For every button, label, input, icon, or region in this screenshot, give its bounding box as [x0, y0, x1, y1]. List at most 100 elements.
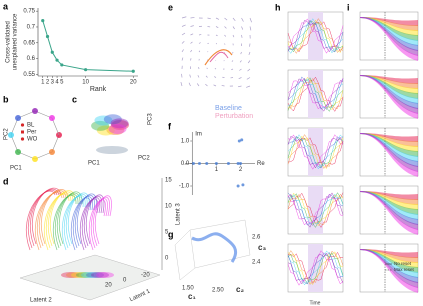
octagon-edge — [51, 117, 60, 136]
flow-arrow — [181, 24, 186, 27]
data-point — [131, 69, 135, 73]
trial-trace — [287, 76, 344, 110]
tick-label: 1.50 — [182, 286, 194, 292]
flow-arrow — [181, 40, 185, 44]
fan — [360, 17, 418, 56]
flow-arrow — [198, 34, 202, 36]
z-tick-label: 10 — [165, 204, 172, 210]
trial-trace — [287, 20, 344, 53]
target-dot — [32, 108, 38, 114]
data-point — [55, 58, 59, 62]
flow-arrow — [190, 25, 194, 27]
flow-arrow — [181, 16, 187, 19]
axis-label: PC2 — [4, 128, 10, 140]
latent-trajectory — [56, 192, 81, 247]
fan — [360, 133, 418, 142]
flow-arrow — [224, 43, 226, 45]
axis-label: Latent 1 — [129, 288, 152, 303]
flow-arrow — [190, 49, 193, 53]
z-tick-label: 0 — [165, 256, 169, 262]
pca-blob — [94, 115, 113, 126]
fan — [360, 75, 418, 114]
panel-letter: g — [168, 229, 174, 239]
trial-trace — [287, 134, 344, 169]
axis-label: Latent 3 — [176, 203, 182, 225]
flow-arrow — [198, 50, 201, 53]
flow-arrow — [207, 51, 209, 53]
legend-marker — [21, 130, 24, 134]
fan — [360, 133, 418, 167]
latent-trajectory — [25, 190, 56, 251]
y-axis-label: Im — [195, 132, 202, 138]
flow-arrow — [206, 67, 208, 70]
octagon-edge — [17, 151, 36, 160]
flow-arrow — [231, 68, 234, 71]
trial-trace — [287, 134, 343, 170]
panel-letter: h — [275, 2, 281, 12]
legend-label: No reset — [394, 261, 412, 266]
trial-trace — [287, 19, 344, 53]
x-axis-label: Re — [257, 161, 265, 167]
floor-shadow — [61, 272, 79, 278]
flow-arrow — [215, 17, 220, 20]
floor-shadow — [66, 272, 84, 278]
latent-trajectory — [83, 195, 103, 247]
trial-trace — [287, 250, 344, 286]
data-point — [45, 34, 50, 39]
legend-label: Perturbation — [215, 113, 253, 120]
data-point — [241, 183, 245, 187]
trial-trace — [287, 76, 344, 111]
flow-arrow — [240, 51, 242, 55]
pca-blob — [111, 120, 129, 130]
latent-trajectory — [81, 197, 101, 249]
data-line — [42, 20, 134, 72]
y-tick-label: 0.6 — [27, 56, 36, 62]
latent-trajectory — [74, 194, 95, 247]
y-tick-label: 1.0 — [181, 139, 190, 145]
latent-trajectory — [88, 199, 106, 251]
x-tick-label: 4 — [55, 80, 59, 86]
target-dot — [48, 115, 55, 122]
flow-arrow — [241, 17, 244, 22]
fan — [360, 191, 418, 235]
trial-trace — [287, 77, 344, 112]
tick-label: 2.6 — [252, 235, 261, 241]
flow-arrow — [215, 26, 219, 28]
trajectory — [209, 51, 229, 63]
data-point — [60, 63, 64, 67]
trial-trace — [287, 251, 344, 285]
x-tick-label: 20 — [105, 283, 112, 289]
panel-letter: a — [3, 1, 9, 11]
trial-trace — [287, 135, 344, 169]
data-point — [41, 19, 45, 23]
flow-arrow — [197, 75, 200, 78]
flow-arrow — [207, 17, 211, 20]
target-dot — [15, 115, 22, 122]
panel-letter: e — [168, 2, 173, 12]
fan — [360, 191, 418, 225]
legend-marker — [20, 123, 25, 127]
flow-arrow — [190, 17, 195, 19]
flow-arrow — [213, 84, 217, 87]
x-tick-label: 10 — [82, 80, 89, 86]
trial-trace — [287, 18, 344, 54]
flow-arrow — [180, 81, 183, 87]
flow-arrow — [247, 60, 251, 64]
target-dot — [48, 148, 55, 155]
fan — [360, 75, 418, 119]
y-tick-label: 0.0 — [181, 161, 190, 167]
flow-arrow — [181, 57, 184, 61]
flow-arrow — [215, 34, 218, 37]
fan — [360, 191, 418, 220]
floor-shadow — [91, 272, 109, 278]
trial-trace — [287, 19, 344, 53]
floor-shadow — [71, 272, 89, 278]
latent-trajectory — [72, 196, 93, 249]
octagon-edge — [34, 151, 53, 160]
trial-trace — [287, 78, 344, 109]
x-tick-label: 1 — [215, 167, 219, 173]
data-point — [191, 162, 195, 165]
target-dot — [15, 148, 22, 155]
flow-arrow — [205, 83, 208, 87]
latent-trajectory — [58, 191, 83, 245]
